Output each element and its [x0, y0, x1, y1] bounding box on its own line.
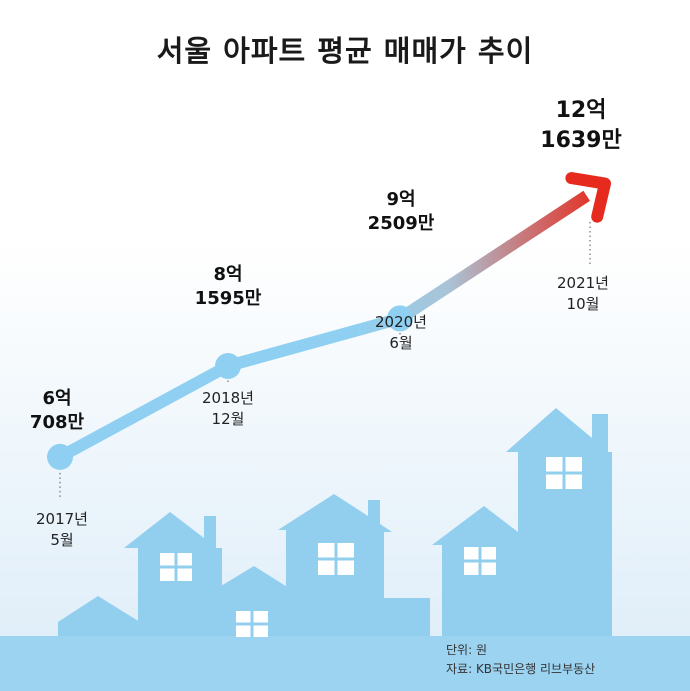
- houses-silhouette: [0, 408, 690, 691]
- date-label-4-line1: 2021년: [557, 274, 609, 292]
- value-label-2-line2: 1595만: [194, 288, 262, 309]
- data-point-1: [47, 443, 73, 470]
- value-label-4-line2: 1639만: [540, 128, 622, 153]
- value-label-4: 12억 1639만: [540, 96, 621, 156]
- value-label-2: 8억 1595만: [195, 263, 262, 311]
- date-label-1-line1: 2017년: [36, 510, 88, 528]
- value-label-2-line1: 8억: [213, 264, 243, 285]
- date-label-2: 2018년 12월: [202, 388, 254, 430]
- date-label-4-line2: 10월: [566, 295, 600, 313]
- date-label-1: 2017년 5월: [36, 509, 88, 551]
- data-point-3: [387, 305, 413, 332]
- house-window-1: [160, 553, 192, 581]
- date-label-2-line1: 2018년: [202, 389, 254, 407]
- house-window-3: [464, 547, 496, 575]
- date-label-3: 2020년 6월: [375, 312, 427, 354]
- house-shape-7: [506, 408, 620, 691]
- value-label-1: 6억 708만: [30, 387, 84, 435]
- value-label-3-line1: 9억: [386, 189, 416, 210]
- date-label-2-line2: 12월: [211, 410, 245, 428]
- date-label-4: 2021년 10월: [557, 273, 609, 315]
- source-note: 자료: KB국민은행 리브부동산: [446, 662, 596, 676]
- trend-line: [57, 190, 590, 463]
- value-label-3: 9억 2509만: [368, 188, 435, 236]
- value-label-1-line2: 708만: [29, 412, 85, 433]
- date-label-3-line1: 2020년: [375, 313, 427, 331]
- chart-title: 서울 아파트 평균 매매가 추이: [156, 34, 534, 68]
- house-window-2: [318, 543, 354, 575]
- house-window-5: [236, 611, 268, 637]
- ground-band: [0, 636, 690, 691]
- data-point-2: [215, 352, 241, 379]
- value-label-4-line1: 12억: [555, 98, 607, 123]
- value-label-3-line2: 2509만: [367, 213, 435, 234]
- value-label-1-line1: 6억: [42, 388, 72, 409]
- trend-arrowhead: [565, 172, 611, 223]
- house-window-4: [546, 457, 582, 489]
- date-label-1-line2: 5월: [50, 531, 74, 549]
- date-label-3-line2: 6월: [389, 334, 413, 352]
- unit-note: 단위: 원: [446, 643, 487, 657]
